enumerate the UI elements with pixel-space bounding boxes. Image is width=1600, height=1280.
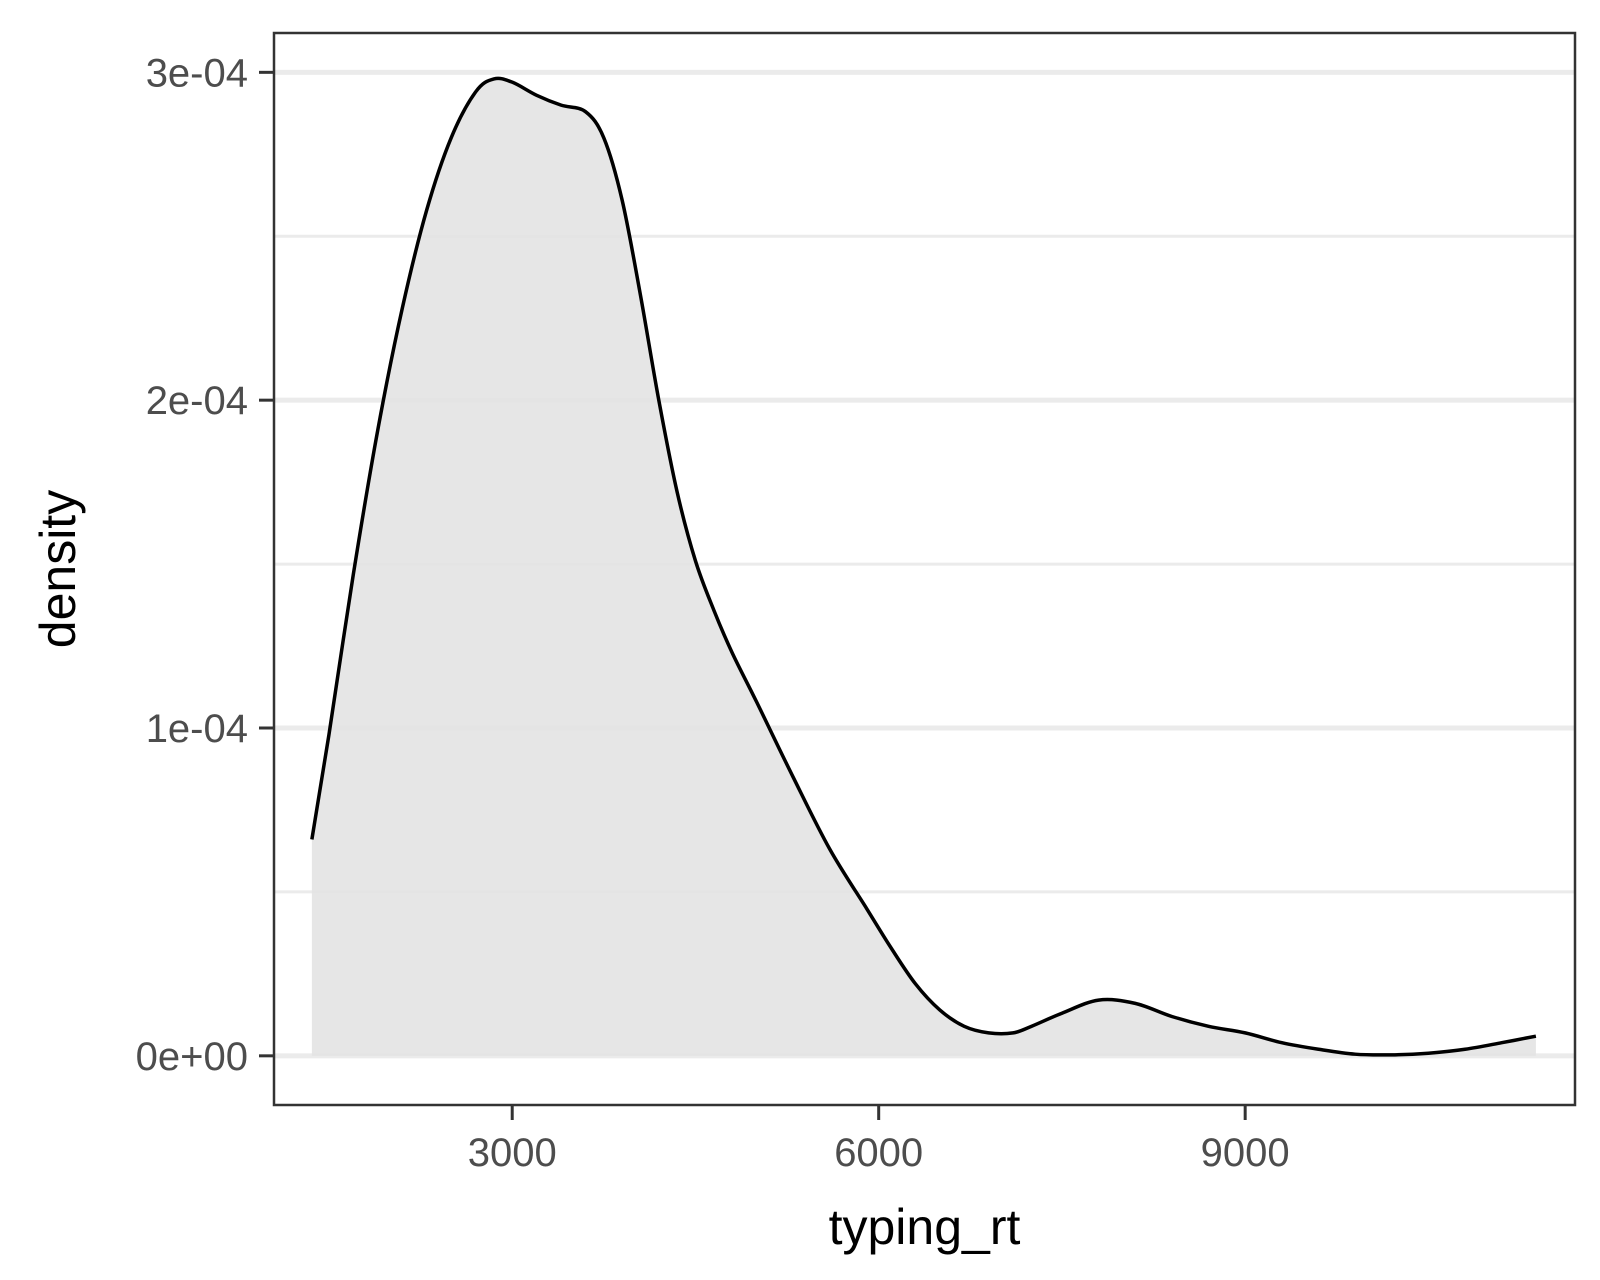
y-tick-label: 3e-04 <box>146 51 248 95</box>
density-area <box>311 78 1536 1056</box>
y-tick-label: 0e+00 <box>136 1035 248 1079</box>
x-axis-title: typing_rt <box>829 1199 1021 1255</box>
panel-border <box>272 31 1577 1107</box>
y-axis: 0e+00 1e-04 2e-04 3e-04 <box>136 51 274 1079</box>
y-tick-label: 2e-04 <box>146 379 248 423</box>
y-axis-title: density <box>30 490 86 648</box>
x-tick-label: 9000 <box>1201 1131 1290 1175</box>
x-tick-label: 6000 <box>834 1131 923 1175</box>
density-line <box>310 76 1537 1057</box>
x-axis: 3000 6000 9000 <box>468 1105 1290 1175</box>
y-tick-label: 1e-04 <box>146 707 248 751</box>
x-tick-label: 3000 <box>468 1131 557 1175</box>
